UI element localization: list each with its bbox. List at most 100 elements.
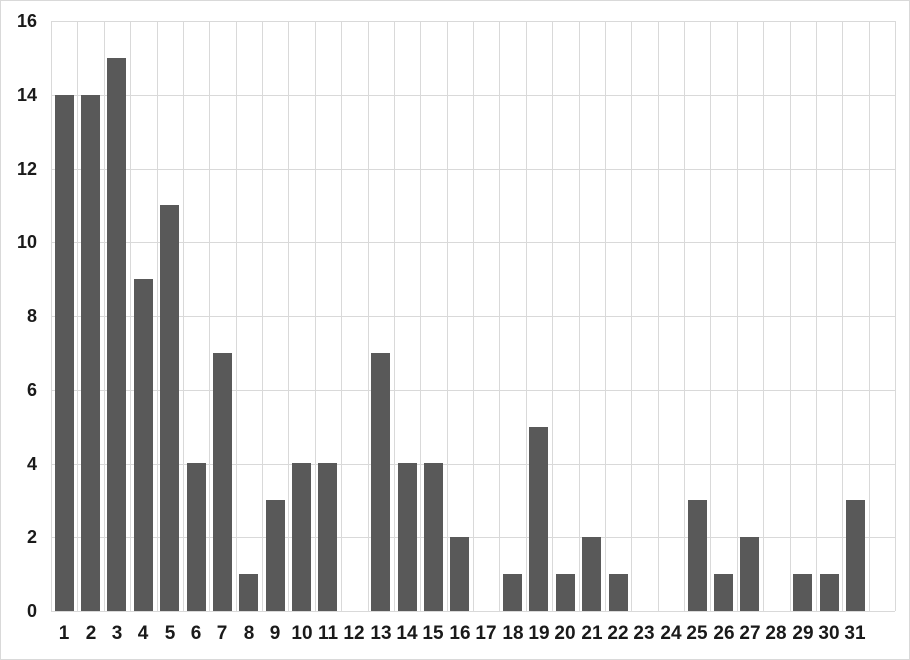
y-tick-label: 4 [26,454,37,474]
v-gridline [447,21,448,611]
x-tick-label: 9 [269,623,281,644]
x-tick-label: 28 [765,623,787,644]
bar-day-1 [55,95,74,611]
y-tick-label: 6 [26,380,37,400]
v-gridline [51,21,52,611]
x-tick-label: 8 [243,623,255,644]
x-tick-label: 4 [137,623,149,644]
v-gridline [183,21,184,611]
v-gridline [631,21,632,611]
x-tick-label: 11 [317,623,339,644]
bar-day-31 [846,500,865,611]
v-gridline [236,21,237,611]
bar-day-16 [450,537,469,611]
y-tick-label: 16 [16,11,37,31]
bar-day-15 [424,463,443,611]
x-tick-label: 2 [85,623,97,644]
bar-day-26 [714,574,733,611]
v-gridline [288,21,289,611]
x-tick-label: 17 [475,623,497,644]
x-tick-label: 25 [686,623,708,644]
x-tick-label: 26 [713,623,735,644]
y-tick-label: 0 [26,601,37,621]
v-gridline [209,21,210,611]
bar-day-27 [740,537,759,611]
bar-day-18 [503,574,522,611]
v-gridline [790,21,791,611]
bar-day-4 [134,279,153,611]
bar-day-29 [793,574,812,611]
x-tick-label: 24 [660,623,682,644]
v-gridline [579,21,580,611]
bar-day-5 [160,205,179,611]
bar-day-21 [582,537,601,611]
v-gridline [368,21,369,611]
x-tick-label: 16 [449,623,471,644]
bar-day-7 [213,353,232,611]
x-tick-label: 10 [291,623,313,644]
y-tick-label: 12 [16,159,37,179]
v-gridline [473,21,474,611]
bar-day-13 [371,353,390,611]
plot-area [51,21,896,612]
x-tick-label: 19 [528,623,550,644]
bar-day-11 [318,463,337,611]
x-tick-label: 31 [844,623,866,644]
v-gridline [104,21,105,611]
v-gridline [130,21,131,611]
v-gridline [77,21,78,611]
x-tick-label: 20 [554,623,576,644]
bar-day-8 [239,574,258,611]
bar-day-2 [81,95,100,611]
bar-day-19 [529,427,548,611]
bar-day-22 [609,574,628,611]
v-gridline [869,21,870,611]
v-gridline [684,21,685,611]
v-gridline [895,21,896,611]
v-gridline [157,21,158,611]
bar-day-20 [556,574,575,611]
v-gridline [552,21,553,611]
x-tick-label: 3 [111,623,123,644]
x-tick-label: 6 [190,623,202,644]
bar-day-25 [688,500,707,611]
x-tick-label: 18 [502,623,524,644]
bar-day-3 [107,58,126,611]
x-tick-label: 27 [739,623,761,644]
x-tick-label: 23 [633,623,655,644]
x-tick-label: 22 [607,623,629,644]
x-tick-label: 13 [370,623,392,644]
x-tick-label: 1 [58,623,70,644]
v-gridline [526,21,527,611]
v-gridline [394,21,395,611]
bar-day-10 [292,463,311,611]
h-gridline [51,611,895,612]
x-tick-label: 21 [581,623,603,644]
bar-day-6 [187,463,206,611]
y-tick-label: 14 [16,85,37,105]
v-gridline [341,21,342,611]
x-tick-label: 30 [818,623,840,644]
v-gridline [420,21,421,611]
v-gridline [710,21,711,611]
y-tick-label: 10 [16,232,37,252]
y-tick-label: 8 [26,306,37,326]
v-gridline [816,21,817,611]
v-gridline [763,21,764,611]
v-gridline [605,21,606,611]
x-tick-label: 7 [216,623,228,644]
v-gridline [315,21,316,611]
x-tick-label: 29 [792,623,814,644]
x-tick-label: 15 [422,623,444,644]
x-tick-label: 14 [396,623,418,644]
v-gridline [737,21,738,611]
x-tick-label: 12 [343,623,365,644]
x-tick-label: 5 [164,623,176,644]
y-tick-label: 2 [26,527,37,547]
bar-day-9 [266,500,285,611]
v-gridline [262,21,263,611]
v-gridline [658,21,659,611]
bar-day-30 [820,574,839,611]
